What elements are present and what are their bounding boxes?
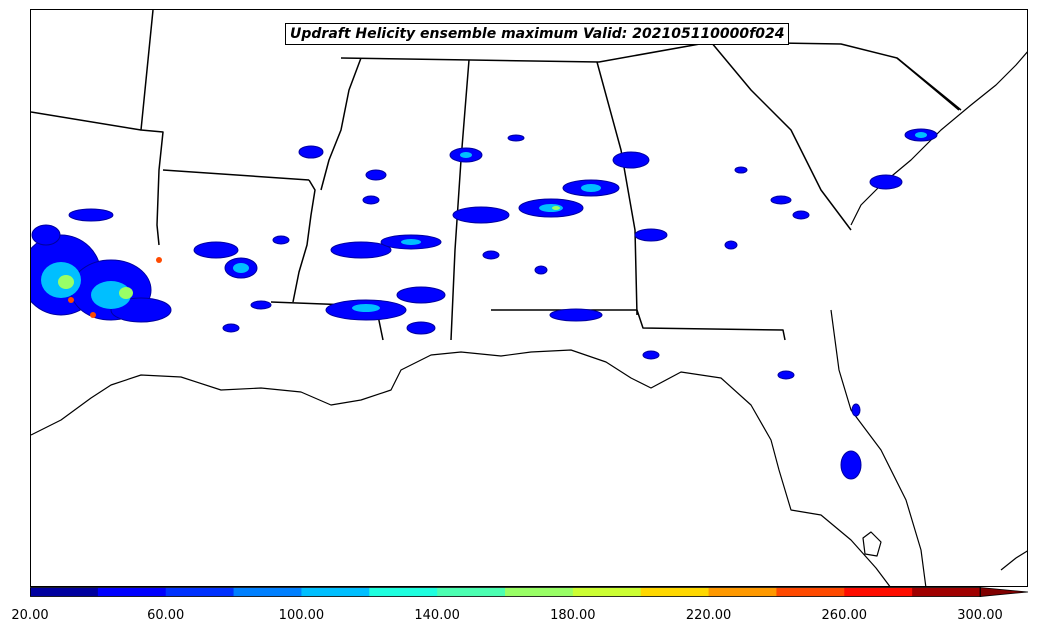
- map-frame: Updraft Helicity ensemble maximum Valid:…: [30, 9, 1028, 587]
- swath-blob: [642, 350, 660, 360]
- swath-core: [401, 239, 421, 245]
- colorbar-extend-arrow: [979, 587, 1029, 597]
- swath-core: [233, 263, 249, 273]
- al-fl-border: [491, 309, 786, 341]
- swath-core: [58, 275, 74, 289]
- tn-north-border: [340, 41, 960, 111]
- coastline: [31, 51, 1027, 586]
- swath-peak: [68, 297, 74, 303]
- swath-blob: [851, 403, 861, 417]
- colorbar-bin: [97, 587, 167, 597]
- gulf-coast-texas: [31, 349, 891, 586]
- swath-peak: [156, 257, 162, 263]
- swath-core: [119, 287, 133, 299]
- swath-blob: [549, 308, 603, 322]
- swath-blob: [68, 208, 114, 222]
- map-canvas: [31, 10, 1027, 586]
- swath-core: [539, 204, 563, 212]
- colorbar-bin: [708, 587, 777, 597]
- swath-blob: [724, 240, 738, 250]
- colorbar: [30, 587, 1029, 597]
- swath-blob: [452, 206, 510, 224]
- swath-blob: [869, 174, 903, 190]
- map-title: Updraft Helicity ensemble maximum Valid:…: [285, 23, 790, 45]
- ms-tn-border: [162, 169, 310, 181]
- swath-blob: [362, 195, 380, 205]
- swath-core: [552, 206, 560, 210]
- swath-blob: [365, 169, 387, 181]
- nc-sc-border: [896, 57, 962, 111]
- al-ga-border: [596, 61, 638, 316]
- swath-blob: [634, 228, 668, 242]
- swath-core: [581, 184, 601, 192]
- colorbar-bin: [437, 587, 506, 597]
- swath-blob: [31, 224, 61, 246]
- swath-blob: [396, 286, 446, 304]
- swath-blob: [507, 134, 525, 142]
- ms-western-border: [320, 57, 362, 191]
- swath-blob: [734, 166, 748, 174]
- colorbar-bin: [369, 587, 438, 597]
- arkansas-louisiana-border: [31, 111, 142, 131]
- colorbar-tick-label: 260.00: [821, 608, 868, 623]
- swath-peak: [90, 312, 96, 318]
- colorbar-bin: [640, 587, 710, 597]
- colorbar-tick-label: 140.00: [414, 608, 460, 623]
- helicity-swaths: [31, 128, 938, 480]
- swath-blob: [840, 450, 862, 480]
- colorbar-bin: [505, 587, 574, 597]
- mississippi-river-west: [292, 179, 316, 303]
- swath-blob: [770, 195, 792, 205]
- swath-blob: [612, 151, 650, 169]
- colorbar-tick-label: 100.00: [278, 608, 325, 623]
- swath-blob: [406, 321, 436, 335]
- swath-core: [915, 132, 927, 138]
- swath-blob: [193, 241, 239, 259]
- swath-core: [460, 152, 472, 158]
- colorbar-bin: [844, 587, 913, 597]
- swath-blob: [272, 235, 290, 245]
- arkansas-ms-river: [140, 10, 164, 246]
- ga-sc-border: [710, 41, 852, 231]
- colorbar-tick-label: 60.00: [147, 608, 185, 623]
- swath-blob: [534, 265, 548, 275]
- colorbar-bin: [572, 587, 642, 597]
- swath-blob: [222, 323, 240, 333]
- state-boundaries: [31, 10, 962, 341]
- swath-core: [352, 304, 380, 312]
- colorbar-tick-label: 300.00: [957, 608, 1003, 623]
- florida-east-coast: [830, 309, 927, 586]
- swath-core: [91, 281, 131, 309]
- swath-blob: [330, 241, 392, 259]
- colorbar-tick-label: 20.00: [11, 608, 49, 623]
- swath-blob: [250, 300, 272, 310]
- swath-blob: [482, 250, 500, 260]
- atlantic-coast: [850, 51, 1027, 226]
- colorbar-bin: [165, 587, 235, 597]
- colorbar-bins: [30, 587, 981, 597]
- atlantic-coast-south: [1000, 550, 1027, 571]
- swath-blob: [777, 370, 795, 380]
- colorbar-bin: [30, 587, 99, 597]
- ms-al-border: [450, 59, 470, 341]
- colorbar-bin: [301, 587, 370, 597]
- swath-blob: [792, 210, 810, 220]
- lake-okeechobee: [862, 531, 882, 557]
- colorbar-tick-label: 180.00: [550, 608, 596, 623]
- colorbar-bin: [776, 587, 845, 597]
- swath-blob: [298, 145, 324, 159]
- colorbar-tick-label: 220.00: [685, 608, 732, 623]
- colorbar-bin: [233, 587, 302, 597]
- colorbar-outline: [30, 587, 981, 597]
- colorbar-bin: [912, 587, 981, 597]
